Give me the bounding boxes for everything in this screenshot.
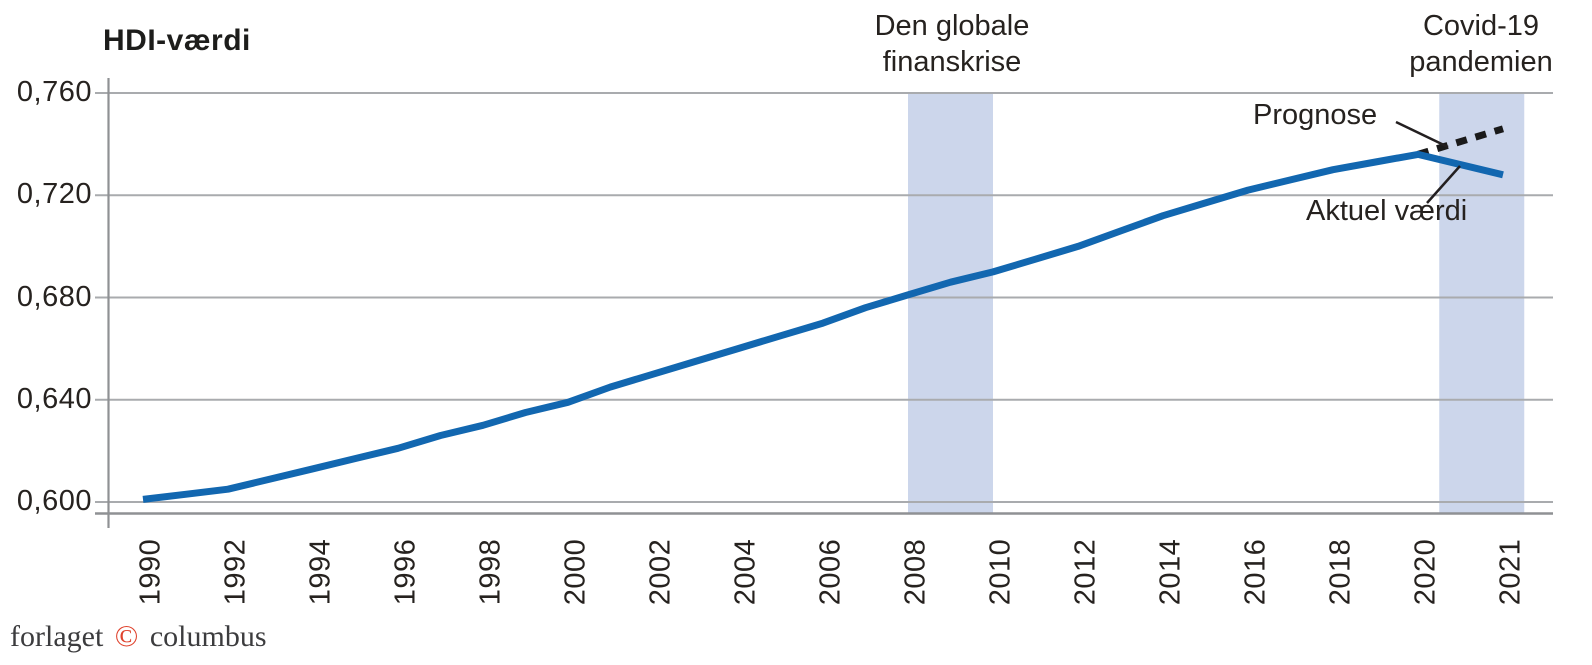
x-axis-label: 2012	[1069, 538, 1102, 606]
aktuel-series-label: Aktuel værdi	[1306, 195, 1468, 227]
x-axis-label: 1994	[304, 538, 337, 606]
y-axis-label: 0,720	[16, 178, 92, 211]
x-axis-label: 2006	[814, 538, 847, 606]
x-axis-label: 1996	[389, 538, 422, 606]
x-axis-label: 2004	[729, 538, 762, 606]
aktuel-leader-line	[1426, 165, 1461, 204]
x-axis-label: 2010	[984, 538, 1017, 606]
publisher-credit: forlaget © columbus	[10, 618, 267, 654]
financial-crisis-caption: Den globale finanskrise	[792, 8, 1112, 80]
aktuel-value-line	[142, 150, 1504, 503]
x-axis-label: 1998	[474, 538, 507, 606]
prognose-dashed-line	[1416, 125, 1505, 158]
y-axis-label: 0,600	[16, 485, 92, 517]
prognose-leader-line	[1395, 120, 1449, 149]
y-axis-label: 0,680	[16, 280, 92, 313]
chart-title: HDI-værdi	[103, 24, 251, 57]
financial-crisis-caption-line2: finanskrise	[882, 46, 1022, 78]
x-axis-label: 1990	[134, 538, 167, 606]
x-axis-label: 2002	[644, 538, 677, 606]
covid-caption-line1: Covid-19	[1422, 10, 1540, 42]
prognose-series-label: Prognose	[1253, 99, 1378, 131]
x-axis-label: 2020	[1409, 538, 1442, 606]
x-axis-label: 1992	[219, 538, 252, 606]
highlight-band-1	[1439, 93, 1525, 513]
publisher-suffix: columbus	[149, 620, 267, 653]
x-axis-label: 2021	[1494, 538, 1527, 606]
highlight-band-0	[908, 93, 993, 513]
copyright-icon: ©	[114, 618, 139, 653]
x-axis-label: 2016	[1239, 538, 1272, 606]
x-axis-label: 2018	[1324, 538, 1357, 606]
financial-crisis-caption-line1: Den globale	[874, 10, 1030, 42]
x-axis-label: 2014	[1154, 538, 1187, 606]
publisher-prefix: forlaget	[10, 620, 104, 653]
y-axis-label: 0,640	[16, 382, 92, 415]
y-axis-label: 0,760	[16, 76, 92, 108]
x-axis-label: 2000	[559, 538, 592, 606]
covid-caption: Covid-19 pandemien	[1321, 8, 1592, 80]
x-axis-label: 2008	[899, 538, 932, 606]
covid-caption-line2: pandemien	[1409, 46, 1553, 78]
